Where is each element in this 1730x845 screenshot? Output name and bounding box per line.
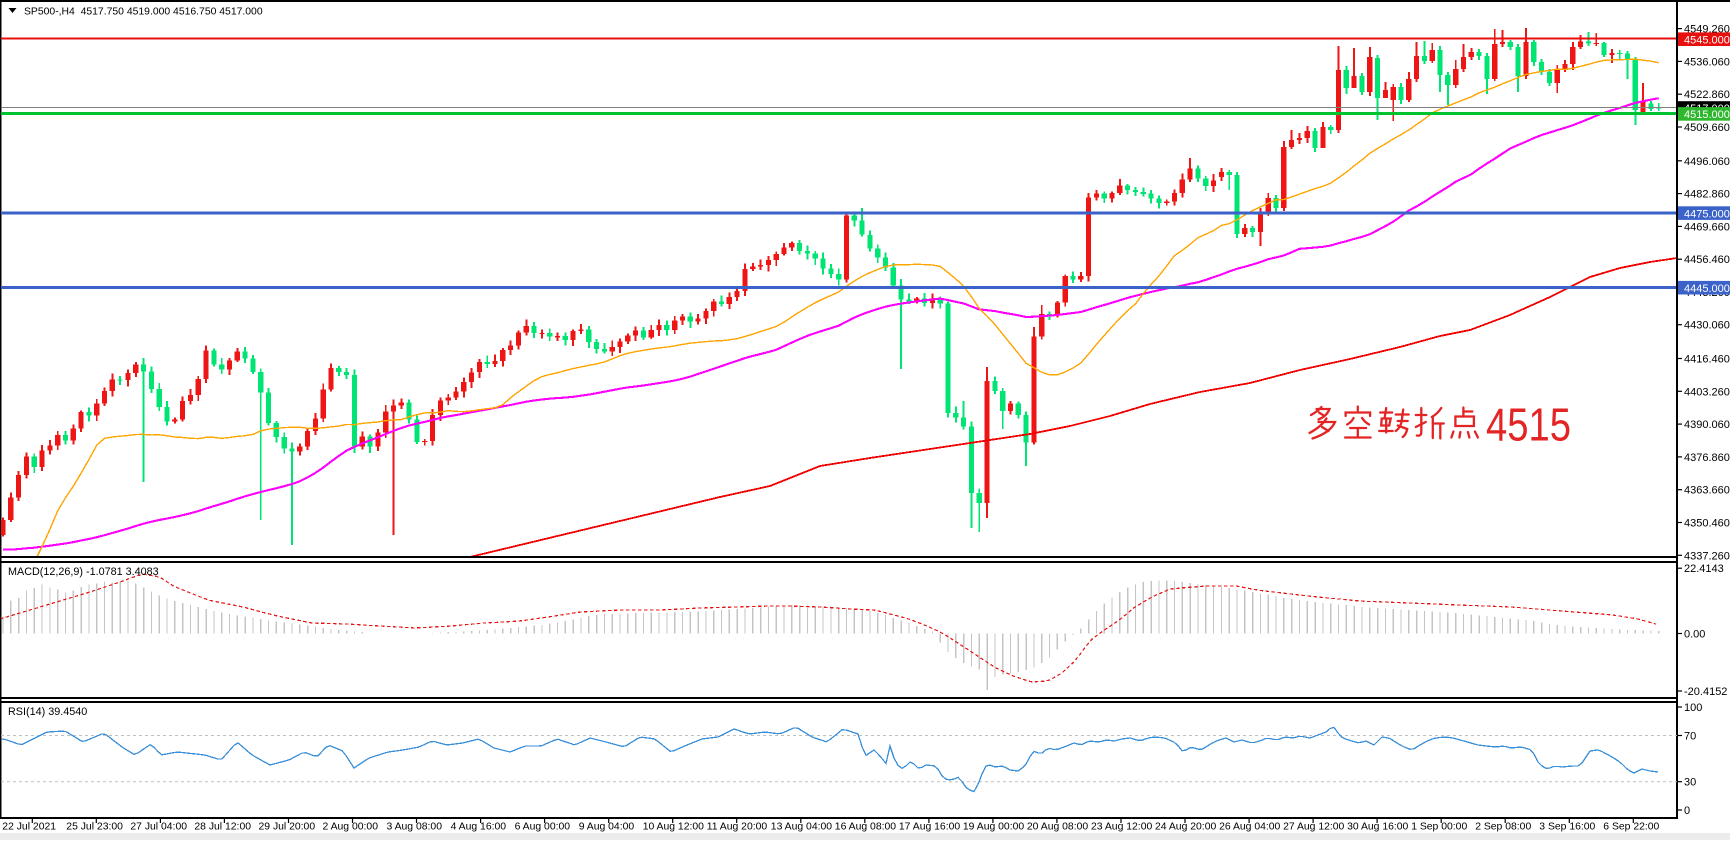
svg-text:9 Aug 04:00: 9 Aug 04:00 [579,822,635,833]
svg-text:4475.000: 4475.000 [1684,208,1730,220]
svg-text:4363.660: 4363.660 [1684,485,1730,497]
svg-text:29 Jul 20:00: 29 Jul 20:00 [259,822,316,833]
svg-text:4456.460: 4456.460 [1684,254,1730,266]
svg-text:4337.260: 4337.260 [1684,550,1730,562]
svg-text:4496.060: 4496.060 [1684,156,1730,168]
svg-text:4545.000: 4545.000 [1684,34,1730,46]
svg-text:6 Aug 00:00: 6 Aug 00:00 [515,822,571,833]
svg-text:20 Aug 08:00: 20 Aug 08:00 [1027,822,1088,833]
svg-text:24 Aug 20:00: 24 Aug 20:00 [1155,822,1216,833]
svg-text:4390.060: 4390.060 [1684,419,1730,431]
svg-text:4416.460: 4416.460 [1684,354,1730,366]
svg-text:100: 100 [1684,702,1702,714]
svg-text:0.00: 0.00 [1684,629,1705,641]
svg-text:10 Aug 12:00: 10 Aug 12:00 [643,822,704,833]
svg-text:25 Jul 23:00: 25 Jul 23:00 [66,822,123,833]
svg-text:MACD(12,26,9) -1.0781 3.4083: MACD(12,26,9) -1.0781 3.4083 [8,566,159,578]
svg-text:4376.860: 4376.860 [1684,452,1730,464]
svg-text:4515.000: 4515.000 [1684,109,1730,121]
svg-text:27 Aug 12:00: 27 Aug 12:00 [1283,822,1344,833]
svg-text:4509.660: 4509.660 [1684,122,1730,134]
svg-text:30: 30 [1684,777,1696,789]
svg-text:27 Jul 04:00: 27 Jul 04:00 [130,822,187,833]
svg-text:SP500-,H4 4517.750 4519.000 4: SP500-,H4 4517.750 4519.000 4516.750 451… [24,7,263,18]
svg-text:13 Aug 04:00: 13 Aug 04:00 [771,822,832,833]
svg-text:RSI(14) 39.4540: RSI(14) 39.4540 [8,706,87,718]
svg-text:6 Sep 22:00: 6 Sep 22:00 [1603,822,1659,833]
svg-text:19 Aug 00:00: 19 Aug 00:00 [963,822,1024,833]
svg-text:-20.4152: -20.4152 [1684,686,1727,698]
svg-text:16 Aug 08:00: 16 Aug 08:00 [835,822,896,833]
svg-text:4469.660: 4469.660 [1684,221,1730,233]
svg-text:22 Jul 2021: 22 Jul 2021 [2,822,56,833]
svg-text:4445.000: 4445.000 [1684,283,1730,295]
svg-text:28 Jul 12:00: 28 Jul 12:00 [194,822,251,833]
svg-text:4403.260: 4403.260 [1684,386,1730,398]
svg-text:4522.860: 4522.860 [1684,89,1730,101]
svg-text:70: 70 [1684,731,1696,743]
svg-text:4536.060: 4536.060 [1684,56,1730,68]
svg-text:1 Sep 00:00: 1 Sep 00:00 [1411,822,1467,833]
svg-text:4430.060: 4430.060 [1684,320,1730,332]
svg-text:2 Sep 08:00: 2 Sep 08:00 [1475,822,1531,833]
svg-text:22.4143: 22.4143 [1684,563,1724,575]
svg-text:26 Aug 04:00: 26 Aug 04:00 [1219,822,1280,833]
svg-text:17 Aug 16:00: 17 Aug 16:00 [899,822,960,833]
svg-text:23 Aug 12:00: 23 Aug 12:00 [1091,822,1152,833]
svg-text:2 Aug 00:00: 2 Aug 00:00 [323,822,379,833]
svg-text:4482.860: 4482.860 [1684,189,1730,201]
svg-text:11 Aug 20:00: 11 Aug 20:00 [707,822,768,833]
svg-text:3 Aug 08:00: 3 Aug 08:00 [387,822,443,833]
svg-text:4350.460: 4350.460 [1684,518,1730,530]
svg-text:4 Aug 16:00: 4 Aug 16:00 [451,822,507,833]
svg-text:30 Aug 16:00: 30 Aug 16:00 [1347,822,1408,833]
svg-text:4515: 4515 [1486,399,1571,451]
svg-text:0: 0 [1684,805,1690,817]
svg-text:3 Sep 16:00: 3 Sep 16:00 [1539,822,1595,833]
